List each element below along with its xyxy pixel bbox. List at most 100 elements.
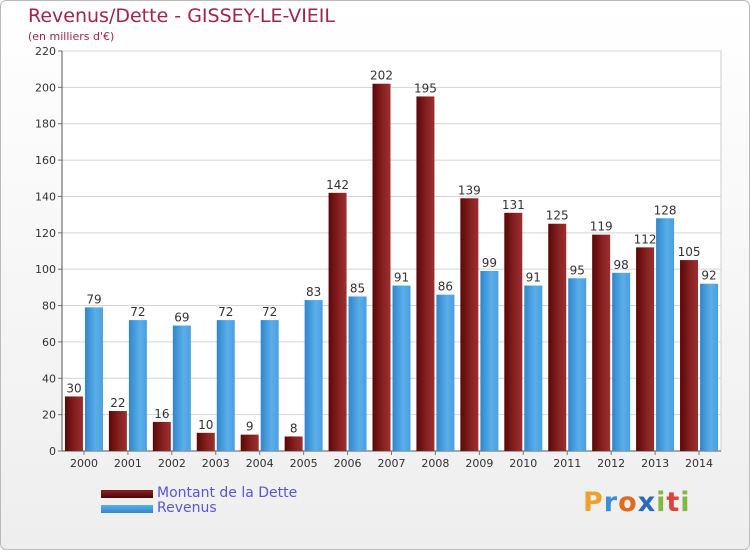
y-tick-label: 0 <box>49 445 56 458</box>
chart-subtitle: (en milliers d'€) <box>28 30 115 43</box>
bar-revenus <box>304 300 323 451</box>
bar-dette <box>636 247 655 451</box>
bar-dette <box>460 198 479 451</box>
data-label-dette: 195 <box>414 81 437 95</box>
bar-revenus <box>656 218 675 451</box>
bar-dette <box>328 192 347 451</box>
legend-swatch-dette <box>101 490 153 498</box>
data-label-revenus: 72 <box>130 305 145 319</box>
plot-area <box>61 50 722 452</box>
data-label-revenus: 91 <box>526 271 541 285</box>
bar-revenus <box>348 296 367 451</box>
legend-label-revenus: Revenus <box>157 500 217 516</box>
y-tick-label: 160 <box>35 154 56 167</box>
chart-title: Revenus/Dette - GISSEY-LE-VIEIL <box>28 5 335 27</box>
bar-dette <box>152 421 171 451</box>
data-label-dette: 112 <box>634 232 657 246</box>
data-label-dette: 119 <box>590 220 613 234</box>
y-tick-label: 180 <box>35 118 56 131</box>
logo-letter: x <box>637 487 657 518</box>
bar-dette <box>504 212 523 451</box>
data-label-revenus: 99 <box>482 256 497 270</box>
logo-letter: o <box>618 487 638 518</box>
data-label-dette: 142 <box>326 178 349 192</box>
bar-revenus <box>216 320 235 451</box>
data-label-revenus: 92 <box>701 269 716 283</box>
bar-dette <box>64 396 83 451</box>
data-label-revenus: 95 <box>570 263 585 277</box>
legend-label-dette: Montant de la Dette <box>157 485 298 501</box>
data-label-dette: 105 <box>678 245 701 259</box>
x-tick-label: 2007 <box>378 457 406 470</box>
y-tick-label: 220 <box>35 45 56 58</box>
data-label-revenus: 98 <box>614 258 629 272</box>
bar-dette <box>416 96 435 452</box>
data-label-revenus: 128 <box>654 203 677 217</box>
x-tick-label: 2003 <box>202 457 230 470</box>
data-label-revenus: 83 <box>306 285 321 299</box>
bar-revenus <box>524 285 543 451</box>
bar-dette <box>240 434 259 451</box>
data-label-revenus: 72 <box>218 305 233 319</box>
bar-revenus <box>128 320 147 451</box>
y-tick-label: 80 <box>42 300 56 313</box>
bar-dette <box>196 432 215 451</box>
bar-dette <box>108 411 127 451</box>
x-tick-label: 2005 <box>290 457 318 470</box>
bar-revenus <box>84 307 103 451</box>
bar-revenus <box>260 320 279 451</box>
x-tick-label: 2006 <box>334 457 362 470</box>
bar-dette <box>680 260 699 451</box>
x-tick-label: 2002 <box>158 457 186 470</box>
y-tick-label: 100 <box>35 263 56 276</box>
y-tick-label: 140 <box>35 190 56 203</box>
y-tick-label: 60 <box>42 336 56 349</box>
logo-letter: P <box>583 487 604 518</box>
x-tick-label: 2013 <box>641 457 669 470</box>
data-label-revenus: 91 <box>394 271 409 285</box>
data-label-revenus: 85 <box>350 281 365 295</box>
x-tick-label: 2014 <box>685 457 713 470</box>
data-label-dette: 131 <box>502 198 525 212</box>
x-tick-label: 2001 <box>114 457 142 470</box>
data-label-revenus: 86 <box>438 280 453 294</box>
x-tick-label: 2000 <box>70 457 98 470</box>
data-label-revenus: 72 <box>262 305 277 319</box>
data-label-revenus: 79 <box>86 292 101 306</box>
data-label-dette: 22 <box>110 396 125 410</box>
y-tick-label: 120 <box>35 227 56 240</box>
x-tick-label: 2008 <box>421 457 449 470</box>
bar-revenus <box>480 271 499 451</box>
data-label-dette: 139 <box>458 183 481 197</box>
proxiti-logo: Proxiti <box>583 487 691 518</box>
y-tick-label: 200 <box>35 81 56 94</box>
bar-revenus <box>568 278 587 451</box>
bar-dette <box>284 436 303 451</box>
bar-revenus <box>436 294 455 451</box>
x-tick-label: 2012 <box>597 457 625 470</box>
logo-letter: i <box>680 487 691 518</box>
data-label-dette: 9 <box>246 420 254 434</box>
logo-letter: i <box>656 487 667 518</box>
bar-revenus <box>700 283 719 451</box>
x-tick-label: 2009 <box>465 457 493 470</box>
bar-revenus <box>392 285 411 451</box>
y-tick-label: 20 <box>42 409 56 422</box>
data-label-dette: 125 <box>546 209 569 223</box>
logo-letter: t <box>666 487 681 518</box>
data-label-dette: 202 <box>370 69 393 83</box>
x-tick-label: 2011 <box>553 457 581 470</box>
y-tick-label: 40 <box>42 372 56 385</box>
data-label-dette: 16 <box>154 407 169 421</box>
logo-letter: r <box>603 487 619 518</box>
bar-revenus <box>172 325 191 451</box>
data-label-dette: 30 <box>66 381 81 395</box>
data-label-dette: 8 <box>290 421 298 435</box>
data-label-revenus: 69 <box>174 311 189 325</box>
bar-dette <box>592 234 611 451</box>
legend-swatch-revenus <box>101 505 153 513</box>
data-label-dette: 10 <box>198 418 213 432</box>
x-tick-label: 2010 <box>509 457 537 470</box>
